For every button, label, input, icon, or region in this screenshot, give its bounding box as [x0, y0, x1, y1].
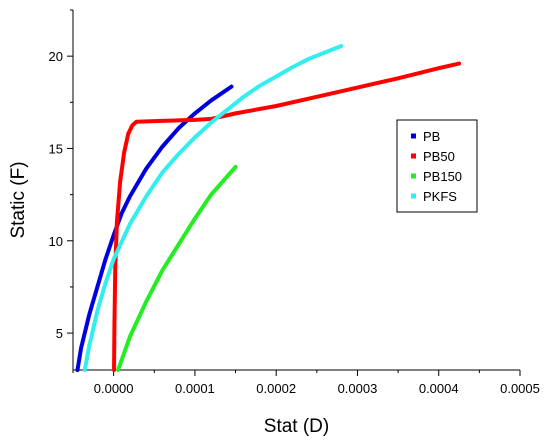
y-axis-title: Static (F) [8, 161, 29, 238]
legend-marker-pb50 [411, 153, 416, 159]
legend-marker-pb [411, 133, 416, 139]
y-tick-label: 20 [49, 49, 63, 64]
series-line-pb50 [112, 61, 462, 372]
series-line-pkfs [82, 44, 344, 372]
legend-marker-pkfs [411, 193, 416, 199]
x-axis-title: Stat (D) [264, 416, 329, 437]
legend-label-pb50: PB50 [423, 149, 455, 164]
x-tick-label: 0.0000 [94, 381, 134, 396]
legend-box [396, 119, 478, 213]
series-line-pb [75, 84, 234, 372]
legend-marker-pb150 [411, 173, 416, 179]
x-tick-label: 0.0002 [256, 381, 296, 396]
series-line-pb150 [116, 164, 238, 372]
legend-label-pb150: PB150 [423, 169, 462, 184]
legend-label-pkfs: PKFS [423, 189, 457, 204]
x-tick-label: 0.0003 [338, 381, 378, 396]
x-tick-label: 0.0001 [175, 381, 215, 396]
x-axis-ticks: 0.0000 0.0001 0.0002 0.0003 0.0004 0.0005 [72, 370, 540, 396]
x-tick-label: 0.0004 [419, 381, 459, 396]
series-layer [75, 44, 462, 372]
y-tick-label: 10 [49, 234, 63, 249]
y-tick-label: 15 [49, 141, 63, 156]
axes [72, 10, 520, 371]
y-axis-ticks: 5 10 15 20 [49, 9, 73, 341]
legend-label-pb: PB [423, 129, 440, 144]
legend: PB PB50 PB150 PKFS [396, 119, 478, 213]
x-tick-label: 0.0005 [500, 381, 540, 396]
y-tick-label: 5 [56, 326, 63, 341]
